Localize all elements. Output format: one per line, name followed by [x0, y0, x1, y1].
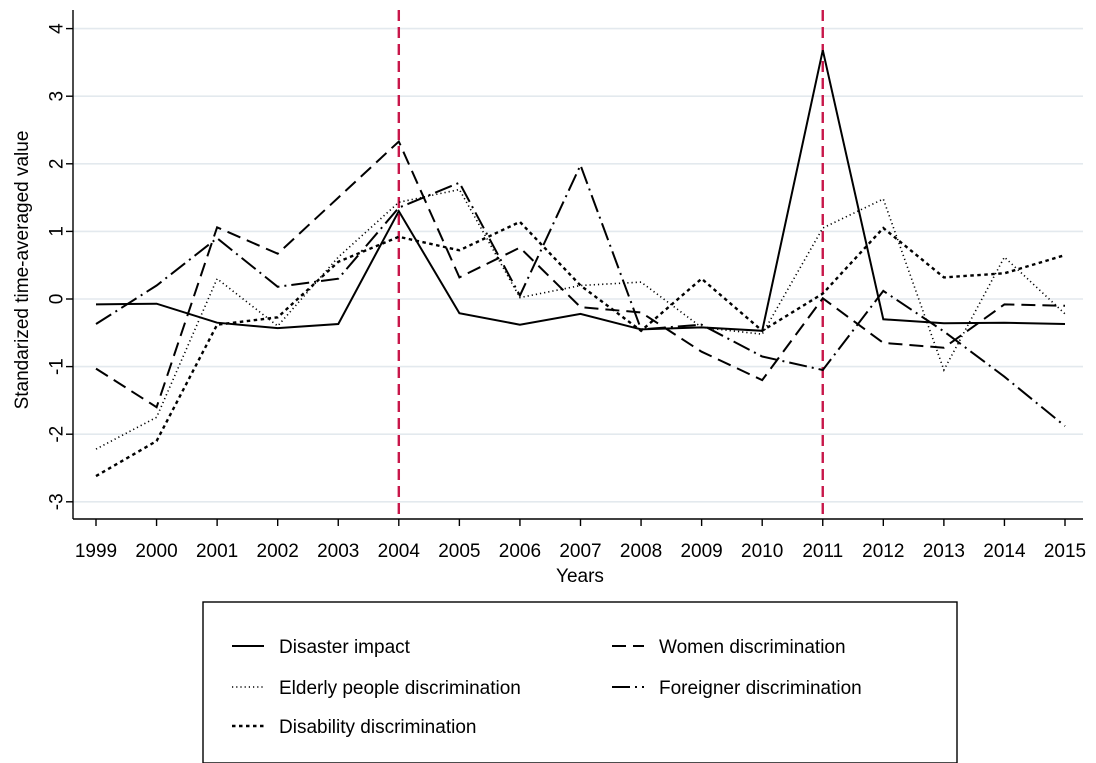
x-axis-ticks: 1999 2000 2001 2002 2003 2004 2005 2006 2007 2008… — [75, 519, 1086, 562]
legend-label: Disaster impact — [279, 637, 411, 658]
x-tick-label: 2006 — [499, 541, 541, 562]
y-tick-label: -2 — [47, 426, 68, 443]
legend-label: Women discrimination — [659, 637, 846, 658]
gridlines — [73, 27, 1083, 503]
series-line — [95, 162, 1066, 427]
y-axis-title: Standarized time-averaged value — [12, 131, 33, 410]
x-tick-label: 2007 — [559, 541, 601, 562]
series-line — [95, 49, 1066, 332]
legend-label: Elderly people discrimination — [279, 678, 521, 699]
x-tick-label: 2012 — [862, 541, 904, 562]
y-tick-label: -3 — [47, 493, 68, 510]
y-tick-label: 1 — [47, 226, 68, 237]
legend-label: Disability discrimination — [279, 717, 476, 738]
x-axis-title: Years — [556, 566, 604, 587]
x-tick-label: 2011 — [802, 541, 843, 562]
y-tick-label: 3 — [47, 91, 68, 102]
y-tick-label: 4 — [47, 23, 68, 34]
x-tick-label: 2013 — [923, 541, 965, 562]
y-tick-label: -1 — [47, 358, 68, 375]
series-line — [95, 139, 1066, 409]
legend-label: Foreigner discrimination — [659, 678, 862, 699]
x-tick-label: 2015 — [1044, 541, 1086, 562]
y-tick-label: 2 — [47, 159, 68, 170]
legend: Disaster impact Women discrimination Elder… — [202, 601, 958, 763]
x-tick-label: 2008 — [620, 541, 662, 562]
x-tick-label: 2004 — [378, 541, 421, 562]
x-tick-label: 2009 — [680, 541, 722, 562]
x-tick-label: 1999 — [75, 541, 117, 562]
x-tick-label: 2010 — [741, 541, 783, 562]
y-axis-ticks: -3 -2 -1 0 1 2 3 4 — [47, 23, 73, 510]
series-lines — [95, 49, 1066, 478]
x-tick-label: 2000 — [135, 541, 177, 562]
x-tick-label: 2002 — [257, 541, 299, 562]
x-tick-label: 2005 — [438, 541, 480, 562]
x-tick-label: 2003 — [317, 541, 359, 562]
legend-box — [202, 601, 958, 763]
y-tick-label: 0 — [47, 294, 68, 305]
x-tick-label: 2014 — [983, 541, 1026, 562]
x-tick-label: 2001 — [196, 541, 238, 562]
